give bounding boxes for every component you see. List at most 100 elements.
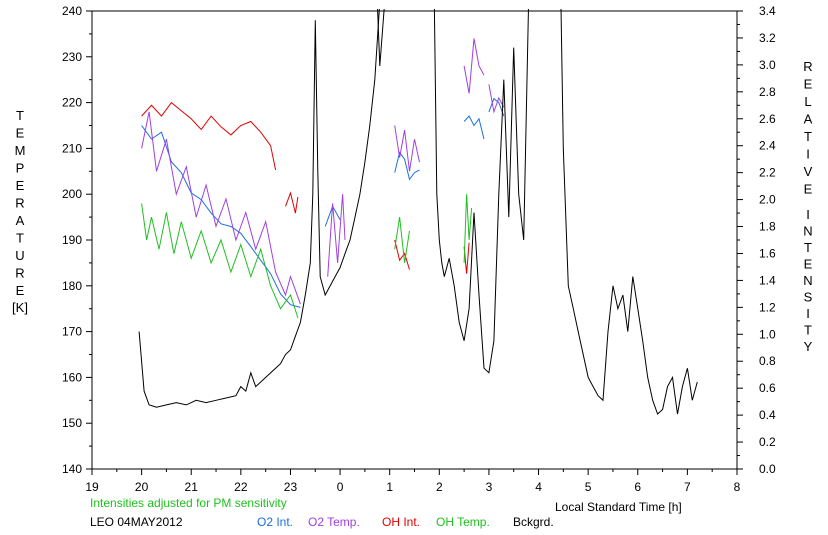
series-line-o2-temp <box>394 125 420 172</box>
left-axis-label-letter: P <box>16 161 25 176</box>
right-axis-label-letter: Y <box>804 339 813 354</box>
left-axis-label-letter: A <box>16 213 25 228</box>
y-right-tick-label: 2.8 <box>759 85 776 99</box>
x-tick-label: 19 <box>85 480 99 494</box>
x-tick-label: 7 <box>684 480 691 494</box>
sensitivity-note: Intensities adjusted for PM sensitivity <box>90 496 287 510</box>
y-right-tick-label: 3.0 <box>759 58 776 72</box>
right-axis-label-letter: T <box>804 323 812 338</box>
y-right-tick-label: 1.4 <box>759 273 776 287</box>
x-tick-label: 0 <box>337 480 344 494</box>
series-line-bckgrd <box>377 9 385 67</box>
left-axis-label-letter: E <box>16 126 25 141</box>
right-axis-label-letter: R <box>803 59 812 74</box>
y-right-tick-label: 2.0 <box>759 193 776 207</box>
y-right-tick-label: 0.2 <box>759 435 776 449</box>
y-right-tick-label: 0.6 <box>759 381 776 395</box>
y-left-tick-label: 140 <box>62 462 82 476</box>
axes: 19 20 21 22 23 0 1 2 3 4 5 6 7 8140150160170180190200… <box>62 4 776 494</box>
y-left-tick-label: 230 <box>62 50 82 64</box>
right-axis-label-letter: I <box>806 207 810 222</box>
x-tick-label: 1 <box>386 480 393 494</box>
y-right-tick-label: 3.2 <box>759 31 776 45</box>
series-line-oh-temp <box>394 217 410 263</box>
left-axis-label-letter: M <box>15 143 26 158</box>
y-right-tick-label: 2.2 <box>759 166 776 180</box>
y-left-tick-label: 200 <box>62 187 82 201</box>
left-axis-label-letter: T <box>16 108 24 123</box>
x-tick-label: 3 <box>486 480 493 494</box>
series-line-o2-int <box>463 115 485 140</box>
right-axis-label-letter: N <box>803 273 812 288</box>
x-tick-label: 8 <box>734 480 741 494</box>
legend-item: O2 Int. <box>257 515 293 529</box>
y-left-tick-label: 170 <box>62 325 82 339</box>
left-axis-label-letter: U <box>15 248 24 263</box>
legend-item: OH Int. <box>382 515 420 529</box>
y-right-tick-label: 1.0 <box>759 327 776 341</box>
legend-item: OH Temp. <box>436 515 490 529</box>
series-line-oh-int <box>285 191 299 214</box>
y-right-tick-label: 2.4 <box>759 139 776 153</box>
x-tick-label: 4 <box>535 480 542 494</box>
right-axis-label-letter: V <box>804 164 813 179</box>
series-line-bckgrd <box>433 9 529 374</box>
series-line-bckgrd <box>560 9 698 415</box>
right-axis-label-letter: N <box>803 224 812 239</box>
y-right-tick-label: 2.6 <box>759 112 776 126</box>
left-axis-label-letter: E <box>16 283 25 298</box>
series-line-bckgrd <box>138 9 380 408</box>
left-axis-label-letter: R <box>15 266 24 281</box>
station-label: LEO 04MAY2012 <box>90 515 183 529</box>
y-left-tick-label: 190 <box>62 233 82 247</box>
y-left-tick-label: 240 <box>62 4 82 18</box>
right-axis-label-letter: E <box>804 257 813 272</box>
left-axis-unit: [K] <box>12 300 28 315</box>
right-axis-label-letter: E <box>804 182 813 197</box>
series-line-oh-int <box>141 101 277 171</box>
y-left-tick-label: 180 <box>62 279 82 293</box>
series-line-oh-int <box>463 242 470 274</box>
right-axis-label-letter: E <box>804 77 813 92</box>
y-right-tick-label: 3.4 <box>759 4 776 18</box>
y-left-tick-label: 220 <box>62 96 82 110</box>
x-tick-label: 21 <box>185 480 199 494</box>
right-axis-label-letter: T <box>804 240 812 255</box>
left-axis-label-letter: T <box>16 231 24 246</box>
right-axis-label-letter: A <box>804 112 813 127</box>
right-axis-label-letter: I <box>806 306 810 321</box>
y-right-tick-label: 0.8 <box>759 354 776 368</box>
series-line-oh-temp <box>141 203 299 319</box>
x-tick-label: 2 <box>436 480 443 494</box>
series-line-o2-int <box>394 151 420 181</box>
y-right-tick-label: 0.0 <box>759 462 776 476</box>
x-tick-label: 22 <box>234 480 248 494</box>
series-line-o2-temp <box>327 194 346 277</box>
y-right-tick-label: 1.6 <box>759 246 776 260</box>
x-tick-label: 23 <box>284 480 298 494</box>
y-left-tick-label: 150 <box>62 416 82 430</box>
y-right-tick-label: 1.8 <box>759 220 776 234</box>
x-axis-label: Local Standard Time [h] <box>555 500 682 514</box>
right-axis-label-letter: L <box>804 94 811 109</box>
y-left-tick-label: 210 <box>62 141 82 155</box>
y-right-tick-label: 1.2 <box>759 300 776 314</box>
x-tick-label: 20 <box>135 480 149 494</box>
left-axis-label-letter: R <box>15 196 24 211</box>
legend-item: O2 Temp. <box>308 515 360 529</box>
series-line-oh-int <box>394 239 410 270</box>
series-line-oh-temp <box>463 194 473 263</box>
x-tick-label: 5 <box>585 480 592 494</box>
legend-item: Bckgrd. <box>513 515 554 529</box>
series-line-o2-int <box>488 97 505 117</box>
series-line-o2-temp <box>488 84 505 114</box>
series-line-o2-temp <box>463 38 485 94</box>
x-tick-label: 6 <box>634 480 641 494</box>
series-line-o2-int <box>141 125 301 308</box>
series-layer <box>138 9 698 415</box>
right-axis-label-letter: T <box>804 129 812 144</box>
series-line-o2-temp <box>141 111 301 305</box>
legend: O2 Int. O2 Temp. OH Int. OH Temp. Bckgrd. <box>257 515 554 529</box>
